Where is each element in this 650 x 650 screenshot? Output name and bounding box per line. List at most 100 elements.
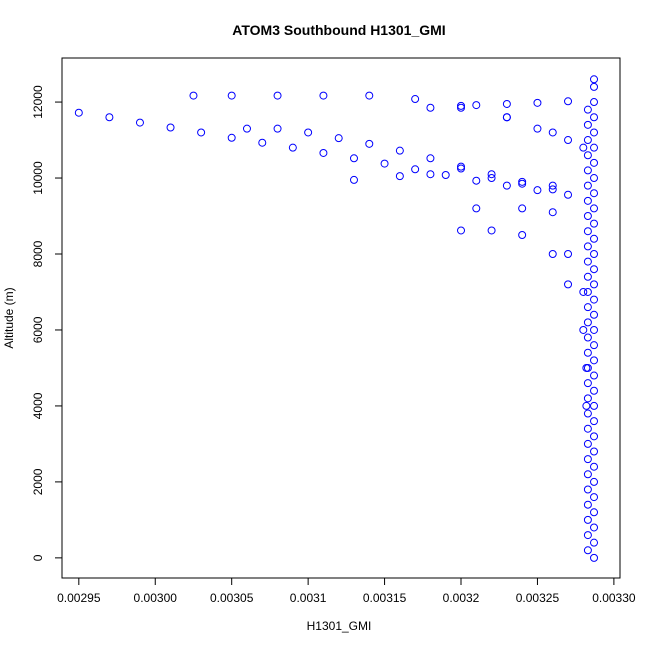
point [583,333,592,342]
point [457,103,466,112]
point [583,546,592,555]
point [380,159,389,168]
point [590,234,599,243]
point [583,409,592,418]
point [590,82,599,91]
point [472,204,481,213]
point [590,462,599,471]
point [590,75,599,84]
point [288,143,297,152]
point [457,226,466,235]
point [518,231,527,240]
point [548,249,557,258]
x-tick-label: 0.00295 [57,591,101,605]
point [411,95,420,104]
point [590,553,599,562]
x-tick-label: 0.00315 [363,591,407,605]
point [583,212,592,221]
point [583,318,592,327]
x-tick-label: 0.0031 [290,591,327,605]
point [564,280,573,289]
point [590,265,599,274]
point [426,170,435,179]
x-tick-label: 0.00330 [592,591,636,605]
point [583,257,592,266]
point [583,379,592,388]
point [583,363,592,372]
point [487,174,496,183]
point [590,158,599,167]
point [590,356,599,365]
point [590,310,599,319]
point [502,99,511,108]
point [590,295,599,304]
point [583,424,592,433]
point [197,128,206,137]
point [590,280,599,289]
point [583,105,592,114]
point [583,181,592,190]
point [349,154,358,163]
point [583,470,592,479]
point [590,401,599,410]
point [590,508,599,517]
point [583,455,592,464]
y-tick-label: 6000 [31,316,45,343]
point [533,124,542,133]
point [590,98,599,107]
point [583,151,592,160]
point [564,190,573,199]
point [273,124,282,133]
point [365,139,374,148]
point [583,394,592,403]
x-tick-label: 0.00305 [210,591,254,605]
point [502,181,511,190]
point [590,432,599,441]
point [411,165,420,174]
point [590,447,599,456]
point [579,325,588,334]
y-tick-label: 12000 [31,85,45,119]
point [395,146,404,155]
point [583,136,592,145]
point [227,91,236,100]
point [579,287,588,296]
y-tick-label: 8000 [31,240,45,267]
x-axis-label: H1301_GMI [307,619,372,633]
point [590,477,599,486]
point [590,249,599,258]
point [590,386,599,395]
point [472,176,481,185]
point [105,113,114,122]
x-tick-label: 0.0032 [443,591,480,605]
y-tick-label: 4000 [31,392,45,419]
point [590,371,599,380]
point [457,164,466,173]
point [472,101,481,110]
point [533,186,542,195]
point [583,485,592,494]
point [395,172,404,181]
point [590,325,599,334]
point [548,208,557,217]
point [582,401,591,410]
x-tick-label: 0.00325 [516,591,560,605]
point [583,348,592,357]
point [441,170,450,179]
point [426,103,435,112]
point [590,341,599,350]
point [590,174,599,183]
point [583,287,592,296]
y-tick-label: 10000 [31,161,45,195]
point [590,219,599,228]
y-axis-label: Altitude (m) [2,287,16,348]
point [319,148,328,157]
point [518,179,527,188]
point [583,272,592,281]
x-tick-label: 0.00300 [134,591,178,605]
point [135,118,144,127]
point [334,134,343,143]
point [166,123,175,132]
point [590,189,599,198]
point [273,91,282,100]
